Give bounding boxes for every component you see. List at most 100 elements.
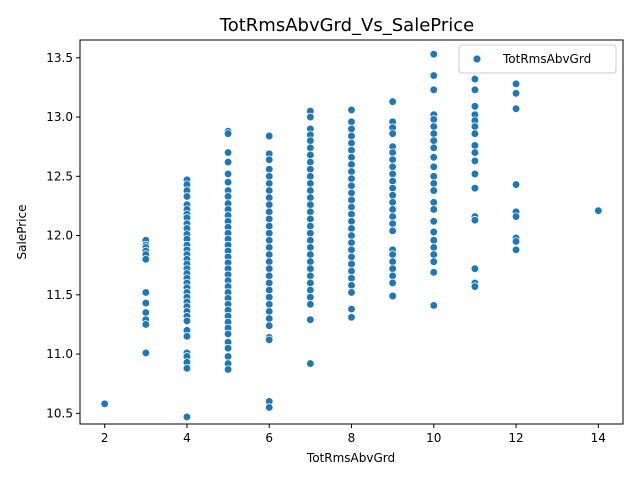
data-point [347, 266, 356, 276]
data-point [347, 224, 356, 233]
data-point [470, 122, 480, 131]
data-point [429, 71, 438, 80]
data-point [429, 153, 438, 162]
y-tick-label: 13.5 [46, 51, 73, 65]
data-point [347, 210, 356, 219]
data-point [511, 89, 521, 98]
y-tick-label: 11.0 [46, 347, 73, 361]
data-point [306, 165, 315, 174]
data-point [347, 160, 356, 169]
data-point [223, 157, 233, 167]
data-point [347, 138, 356, 148]
data-point [306, 285, 315, 295]
data-point [265, 307, 274, 316]
data-point [429, 179, 438, 188]
data-point [511, 237, 521, 246]
data-point [429, 162, 438, 171]
data-point [141, 348, 150, 358]
data-point [347, 167, 356, 176]
data-point [429, 236, 438, 245]
data-point [347, 252, 356, 262]
data-point [347, 195, 356, 205]
data-point [388, 264, 397, 273]
data-point [306, 278, 315, 288]
data-point [306, 150, 315, 160]
data-point [265, 229, 274, 238]
data-point [347, 231, 356, 240]
data-point [265, 214, 274, 224]
data-point [470, 215, 480, 225]
data-point [182, 192, 192, 201]
data-point [347, 281, 356, 290]
data-point [182, 332, 192, 341]
data-point [347, 238, 356, 247]
data-point [306, 221, 315, 231]
data-point [306, 143, 315, 153]
data-point [347, 131, 356, 141]
data-point [388, 155, 397, 164]
data-point [265, 321, 274, 330]
data-point [470, 85, 480, 94]
data-point [429, 198, 438, 207]
data-point [470, 282, 480, 291]
data-point [511, 245, 521, 254]
data-point [265, 221, 274, 231]
data-point [306, 186, 315, 195]
data-point [306, 214, 315, 224]
data-point [470, 183, 480, 193]
data-point [265, 165, 274, 174]
data-point [429, 122, 438, 131]
data-point [470, 74, 480, 84]
y-tick-label: 10.5 [46, 406, 73, 420]
data-point [347, 124, 356, 134]
data-point [223, 148, 233, 157]
data-point [306, 264, 315, 273]
data-point [265, 264, 274, 273]
data-point [347, 181, 356, 190]
data-point [388, 250, 397, 259]
x-axis-label: TotRmsAbvGrd [306, 451, 395, 465]
data-point [223, 178, 233, 187]
data-point [306, 236, 315, 245]
legend: TotRmsAbvGrd [458, 44, 617, 74]
data-point [388, 129, 397, 138]
data-point [265, 278, 274, 288]
data-point [511, 79, 521, 88]
data-point [265, 257, 274, 266]
data-point [182, 364, 192, 373]
data-point [470, 148, 480, 157]
data-point [347, 105, 356, 115]
data-point [223, 365, 233, 374]
data-point [388, 148, 397, 157]
legend-box [458, 44, 617, 74]
scatter-points [100, 50, 603, 422]
data-point [470, 156, 480, 166]
data-point [388, 97, 397, 106]
data-point [306, 229, 315, 238]
data-point [306, 250, 315, 259]
data-point [141, 255, 150, 264]
data-point [429, 250, 438, 259]
data-point [347, 202, 356, 212]
data-point [265, 403, 274, 412]
data-point [265, 300, 274, 309]
data-point [306, 271, 315, 281]
data-point [429, 217, 438, 226]
data-point [306, 179, 315, 188]
data-point [388, 162, 397, 171]
data-point [265, 314, 274, 323]
data-point [511, 104, 521, 113]
y-axis-ticks: 10.5 11.0 11.5 12.0 12.5 13.0 13.5 [46, 51, 80, 420]
y-tick-label: 12.5 [46, 169, 73, 183]
x-tick-label: 2 [101, 431, 109, 445]
data-point [388, 205, 397, 214]
plot-frame [79, 39, 624, 425]
data-point [306, 243, 315, 252]
data-point [388, 176, 397, 186]
data-point [347, 217, 356, 226]
data-point [265, 131, 274, 141]
data-point [141, 320, 150, 329]
data-point [265, 207, 274, 217]
data-point [223, 169, 233, 179]
data-point [388, 271, 397, 281]
